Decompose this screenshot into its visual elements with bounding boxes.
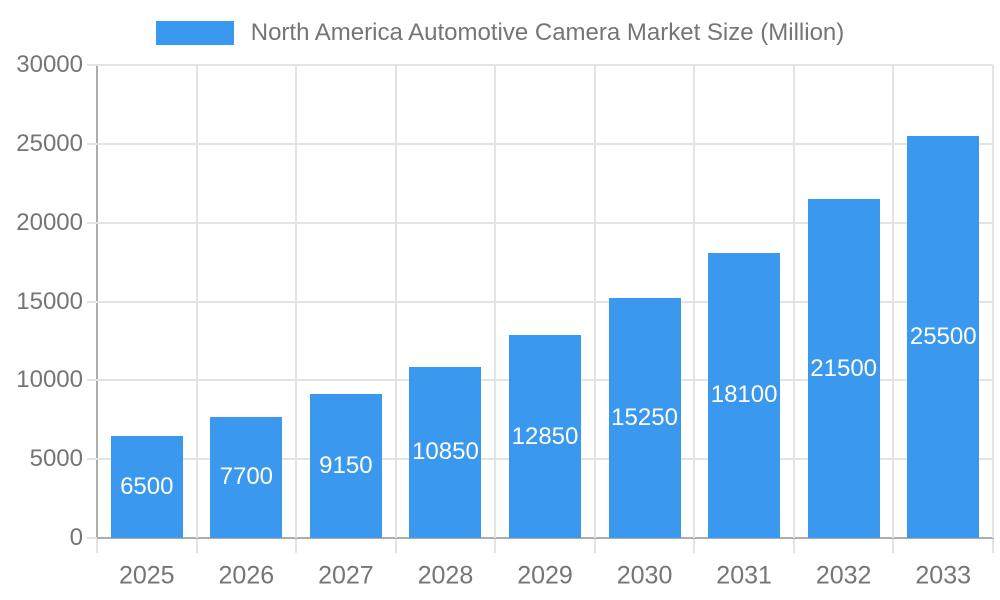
y-axis-tick-label: 10000 [16, 366, 83, 394]
legend-label: North America Automotive Camera Market S… [250, 19, 845, 46]
plot-area [97, 64, 994, 538]
bar-value-label: 25500 [909, 322, 977, 350]
bar-value-label: 9150 [319, 451, 373, 479]
x-gridline [195, 65, 198, 538]
bar-value-label: 21500 [810, 354, 878, 382]
x-tick [295, 539, 298, 553]
x-gridline [295, 65, 298, 538]
x-gridline [992, 65, 994, 538]
y-tick [87, 458, 97, 461]
bar-2029[interactable] [509, 335, 581, 538]
x-tick [593, 539, 596, 553]
x-gridline [693, 65, 696, 538]
bar-2033[interactable] [907, 135, 980, 538]
legend-item[interactable]: North America Automotive Camera Market S… [0, 19, 1000, 47]
y-tick [87, 300, 97, 303]
x-gridline [892, 65, 895, 538]
bar-value-label: 10850 [412, 438, 479, 466]
y-axis-tick-label: 15000 [16, 287, 83, 315]
x-axis-tick-label: 2028 [417, 561, 474, 590]
bar-2025[interactable] [110, 435, 183, 538]
x-tick [892, 539, 895, 553]
bar-value-label: 12850 [511, 422, 579, 450]
y-tick [87, 221, 97, 224]
y-gridline [97, 64, 993, 66]
y-axis-tick-label: 30000 [16, 51, 83, 78]
y-tick [87, 537, 97, 539]
bar-2027[interactable] [309, 393, 382, 538]
y-tick [87, 379, 97, 382]
y-tick [87, 142, 97, 145]
bar-value-label: 6500 [120, 472, 174, 500]
x-tick [992, 539, 994, 553]
y-gridline [97, 300, 993, 303]
x-gridline [494, 65, 497, 538]
x-axis-tick-label: 2025 [118, 561, 175, 590]
x-axis-tick-label: 2027 [318, 561, 374, 590]
x-axis-tick-label: 2031 [716, 561, 772, 590]
x-gridline [792, 65, 795, 538]
bar-2030[interactable] [608, 297, 681, 538]
y-axis-tick-label: 25000 [16, 129, 83, 157]
bar-value-label: 18100 [710, 381, 778, 409]
y-tick [87, 64, 97, 66]
x-tick [195, 539, 198, 553]
bar-2026[interactable] [210, 416, 283, 538]
y-axis-tick-label: 0 [69, 524, 83, 551]
x-tick [96, 539, 98, 553]
x-tick [494, 539, 497, 553]
y-axis-tick-label: 5000 [29, 445, 83, 473]
bar-value-label: 15250 [611, 403, 678, 431]
y-gridline [97, 221, 993, 224]
x-tick [792, 539, 795, 553]
legend-swatch [155, 21, 234, 45]
x-axis-tick-label: 2033 [915, 561, 972, 590]
bar-2031[interactable] [708, 252, 781, 538]
x-tick [394, 539, 397, 553]
bar-2032[interactable] [807, 199, 880, 538]
bar-value-label: 7700 [219, 463, 274, 491]
x-axis-tick-label: 2029 [517, 561, 573, 590]
x-axis-tick-label: 2030 [616, 561, 673, 590]
x-gridline [593, 65, 596, 538]
y-axis-tick-label: 20000 [16, 208, 83, 236]
x-tick [693, 539, 696, 553]
x-axis-tick-label: 2026 [218, 561, 275, 590]
y-gridline [97, 142, 993, 145]
x-axis-line [96, 537, 994, 539]
x-gridline [394, 65, 397, 538]
bar-2028[interactable] [409, 366, 482, 538]
x-axis-tick-label: 2032 [815, 561, 872, 590]
